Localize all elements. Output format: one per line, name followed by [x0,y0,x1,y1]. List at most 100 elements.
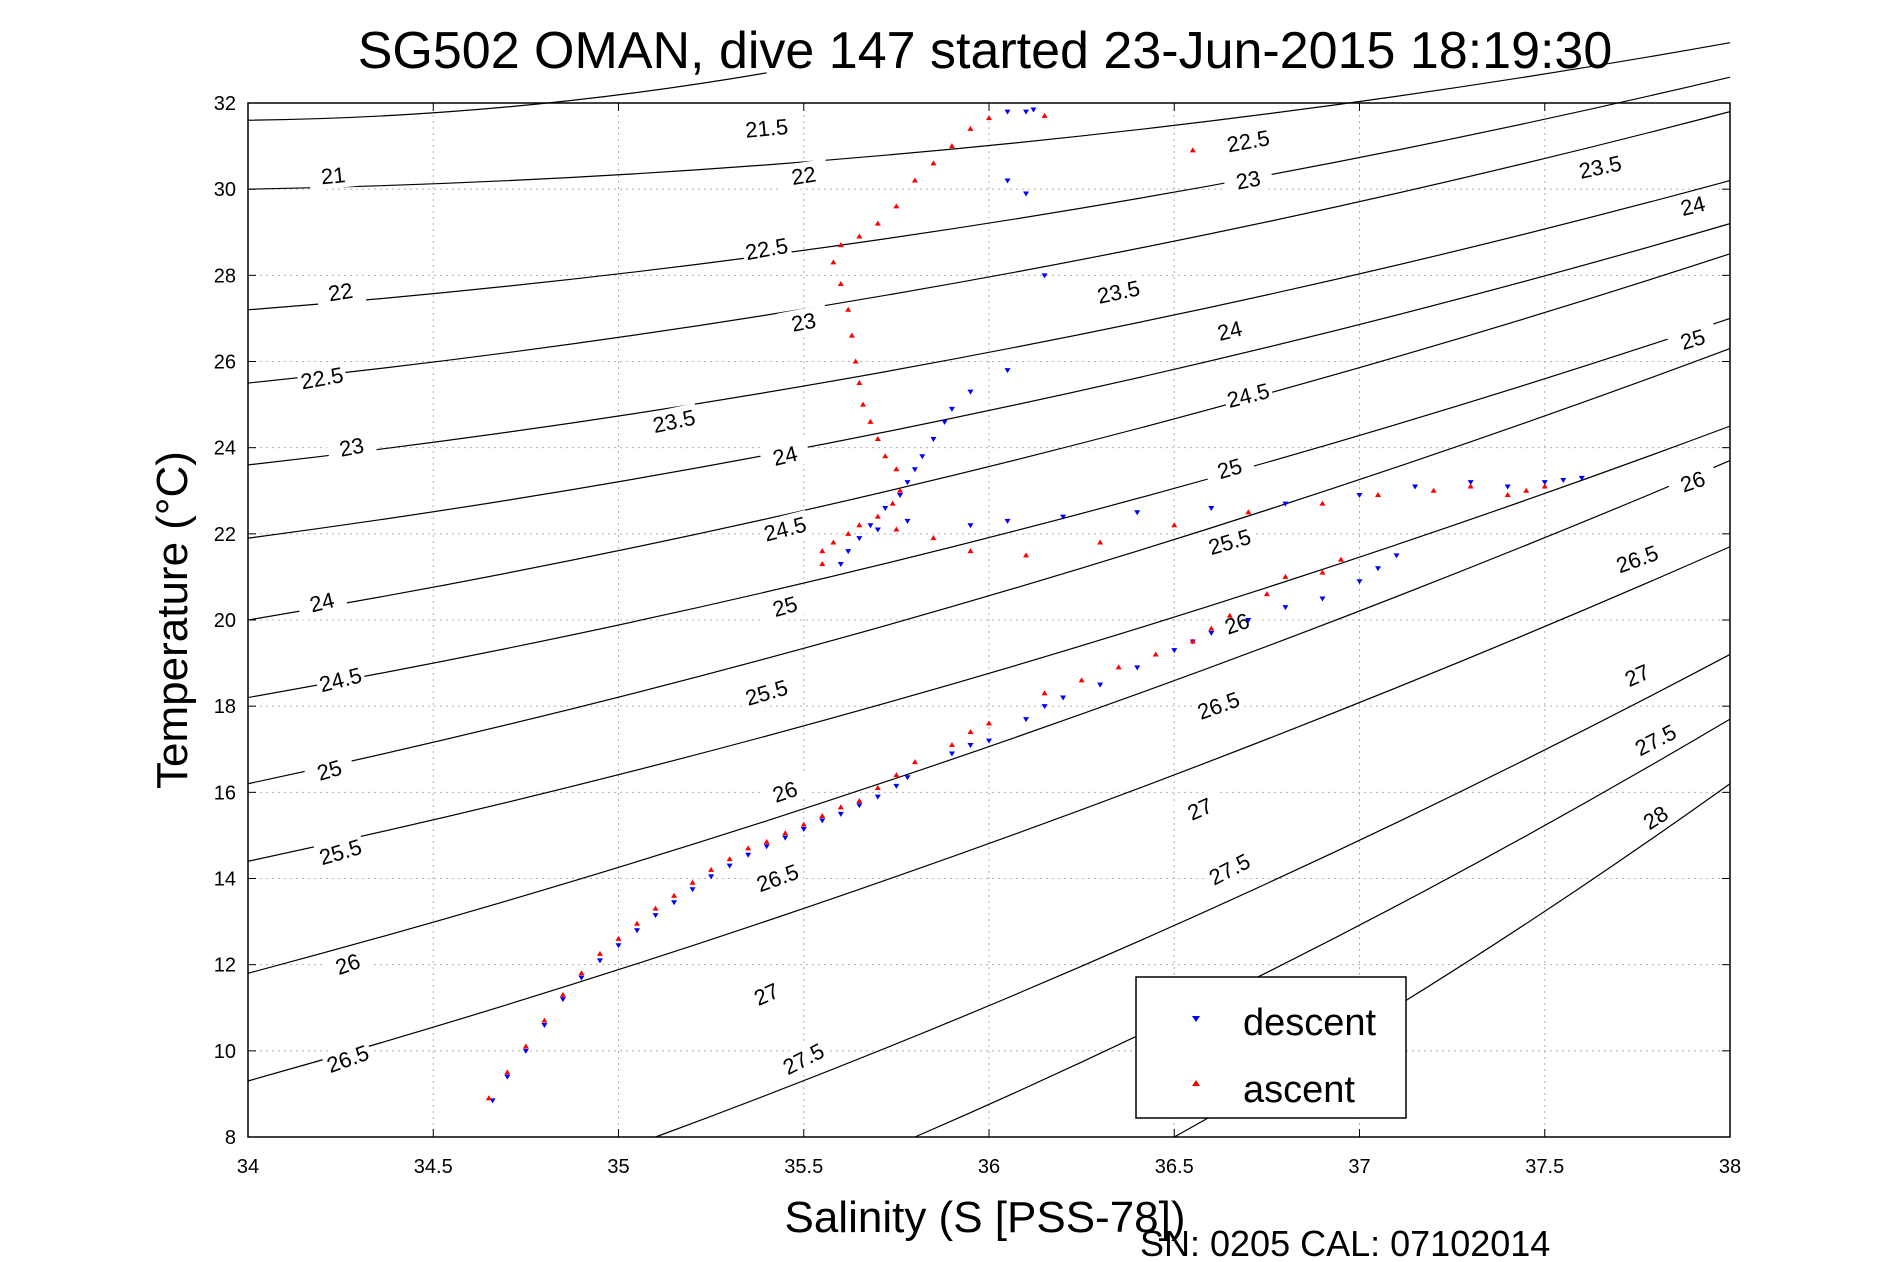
y-tick-label: 30 [214,179,236,201]
ascent-point [745,845,752,851]
contour-label-bg [739,673,794,712]
ascent-point [578,970,585,976]
contour-label-bg [741,112,792,143]
descent-point [1467,480,1474,486]
ascent-point [596,950,603,956]
descent-point [1134,510,1141,516]
contour-label: 23 [789,308,818,337]
contour-line [247,42,1731,190]
descent-point [856,803,863,809]
ascent-point [763,838,770,844]
contour-label-bg [757,771,812,812]
ascent-point [504,1069,511,1075]
contour-label: 21.5 [744,114,789,143]
contour-line [655,653,1731,1138]
ascent-point [1319,569,1326,575]
descent-point [1541,480,1548,486]
x-tick-label: 34.5 [414,1156,453,1178]
descent-point [1171,648,1178,654]
ascent-point [1430,487,1437,493]
descent-point [1356,493,1363,499]
descent-point [874,527,881,533]
contour-line [247,223,1731,539]
contour-label: 21 [320,162,347,189]
contour-label-bg [1665,461,1720,502]
contour-line [247,425,1731,862]
descent-point [904,480,911,486]
x-tick-label: 37.5 [1525,1156,1564,1178]
ascent-point [830,539,837,545]
descent-point [1097,682,1104,688]
descent-point [845,549,852,555]
descent-point [867,523,874,529]
contour-label-bg [1202,522,1257,561]
descent-point [1504,484,1511,490]
descent-point [541,1022,548,1028]
y-tick-label: 22 [214,524,236,546]
descent-point [763,844,770,850]
descent-point [882,505,889,511]
ascent-point [1282,573,1289,579]
contour-label-bg [740,231,793,266]
descent-point [652,913,659,919]
ascent-point [930,535,937,541]
descent-point [1393,553,1400,559]
descent-point [726,863,733,869]
contour-label-bg [295,583,349,621]
descent-point [1412,484,1419,490]
ascent-point [893,203,900,209]
ascent-point [1189,147,1196,153]
x-tick-label: 35.5 [784,1156,823,1178]
serial-calibration-note: SN: 0205 CAL: 07102014 [1140,1223,1550,1262]
ascent-point [874,220,881,226]
contour-label-bg [295,360,348,395]
contour-label-bg [777,304,830,340]
descent-point [1030,107,1037,113]
contour-label-bg [776,1036,831,1082]
legend-box [1135,976,1407,1119]
contour-label-bg [1202,846,1257,892]
contour-label-bg [1222,162,1275,197]
ascent-point [967,125,974,131]
ascent-point [485,1095,492,1101]
ascent-point [889,500,896,506]
ascent-point [1023,552,1030,558]
ascent-point [837,242,844,248]
ascent-point [671,892,678,898]
ascent-point [893,526,900,532]
contour-line [247,546,1731,1082]
ascent-point [948,143,955,149]
ascent-point [541,1017,548,1023]
ascent-point [652,905,659,911]
axis-ticks: 34 34.5 35 35.5 36 36.5 37 37.5 38 8 10 12 14 16 18 20 2… [214,93,1741,1178]
descent-point [634,928,641,934]
ascent-point [967,729,974,735]
contour-line [247,179,1731,466]
descent-point [819,818,826,824]
ascent-point [1337,556,1344,562]
contour-label-bg [1610,538,1665,580]
descent-point [948,751,955,757]
ascent-point [1523,487,1530,493]
descent-point [1356,579,1363,585]
contour-label-bg [1221,376,1275,414]
descent-point [708,874,715,880]
contour-label-bg [739,972,794,1016]
descent-point [948,406,955,412]
descent-point [911,467,918,473]
contour-label-bg [307,159,359,191]
ascent-point [522,1043,529,1049]
descent-point [1134,665,1141,671]
descent-point [1578,475,1585,481]
ascent-point [967,548,974,554]
ascent-point [1504,492,1511,498]
ascent-point [856,797,863,803]
contour-label: 22 [790,162,818,190]
contour-label-bg [302,750,356,790]
descent-point [941,419,948,425]
ascent-point [837,804,844,810]
ascent-point [856,522,863,528]
ascent-point [986,115,992,121]
legend-label-descent: descent [1243,1002,1377,1044]
